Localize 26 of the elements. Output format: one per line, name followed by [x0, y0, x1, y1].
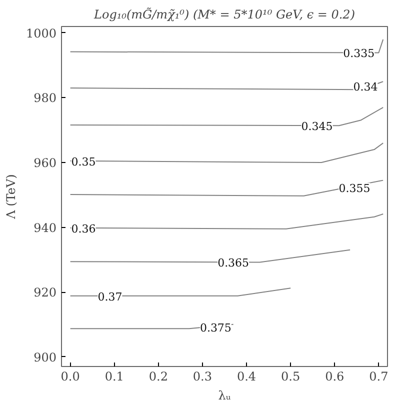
x-tick-label: 0.3	[192, 370, 212, 384]
y-tick-label: 900	[34, 350, 56, 364]
x-tick-label: 0.6	[325, 370, 344, 384]
x-tick-label: 0.4	[236, 370, 256, 384]
y-tick-label: 940	[34, 220, 56, 235]
x-axis-title: λᵤ	[218, 388, 231, 402]
chart-title: Log₁₀(mG̃/mχ̃₁⁰) (M* = 5*10¹⁰ GeV, ϵ = 0.2)	[93, 7, 356, 22]
annotation: 0.37	[98, 290, 122, 304]
x-tick-label: 0.0	[60, 370, 80, 384]
annotation: 0.35	[71, 156, 96, 169]
annotation: 0.355	[338, 182, 370, 195]
y-tick-label: 920	[34, 286, 56, 300]
y-tick-label: 980	[34, 91, 56, 106]
annotation: 0.36	[71, 222, 96, 236]
annotation: 0.345	[301, 120, 333, 134]
x-tick-label: 0.2	[148, 370, 168, 384]
y-tick-label: 1000	[26, 26, 57, 40]
annotation: 0.34	[353, 80, 378, 94]
x-tick-label: 0.7	[369, 370, 388, 384]
y-tick-label: 960	[34, 156, 56, 170]
annotation: 0.335	[343, 47, 375, 60]
x-tick-label: 0.5	[281, 370, 300, 384]
x-tick-label: 0.1	[104, 370, 124, 384]
annotation: 0.375	[200, 321, 232, 334]
annotation: 0.365	[218, 256, 250, 270]
y-axis-title: Λ (TeV)	[4, 174, 18, 220]
